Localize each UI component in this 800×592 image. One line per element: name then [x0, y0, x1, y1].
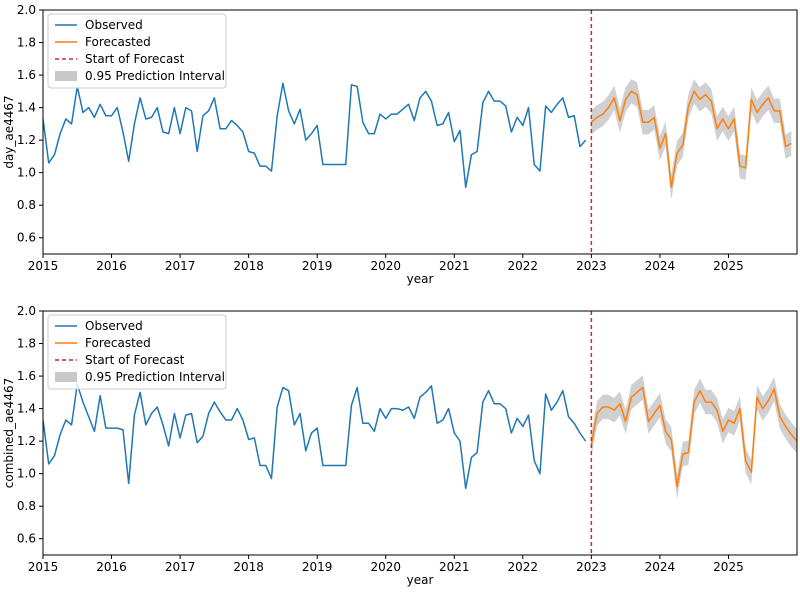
x-tick-label: 2016 [96, 560, 127, 574]
x-axis-label: year [407, 573, 434, 587]
x-tick-label: 2017 [165, 259, 196, 273]
y-tick-label: 1.4 [17, 402, 36, 416]
x-tick-label: 2020 [370, 259, 401, 273]
combined-forecast-chart: 0.6 0.8 1.0 1.2 1.4 1.6 1.8 2.0 2015 2016 2017 2018… [2, 304, 798, 587]
plot-area [43, 375, 797, 499]
forecast-series-line [590, 90, 792, 189]
x-tick-label: 2023 [576, 560, 607, 574]
forecast-series-line [590, 386, 797, 488]
observed-series-line [43, 82, 587, 189]
y-tick-label: 1.0 [17, 467, 36, 481]
legend-label-prediction-interval: 0.95 Prediction Interval [85, 370, 225, 384]
legend-swatch-prediction-interval [55, 372, 77, 382]
x-tick-label: 2024 [645, 560, 676, 574]
x-tick-label: 2023 [576, 259, 607, 273]
legend-label-observed: Observed [85, 18, 143, 32]
prediction-interval-band [591, 375, 797, 499]
y-tick-label: 1.6 [17, 68, 36, 82]
y-axis-label: day_ae4467 [2, 95, 16, 168]
x-tick-label: 2025 [713, 259, 744, 273]
observed-series-line [43, 383, 587, 490]
y-tick-label: 0.6 [17, 231, 36, 245]
plot-frame [42, 310, 798, 556]
x-axis-label: year [407, 272, 434, 286]
x-tick-label: 2018 [233, 560, 264, 574]
y-tick-label: 1.2 [17, 434, 36, 448]
x-tick-label: 2021 [439, 259, 470, 273]
y-tick-label: 2.0 [17, 304, 36, 318]
x-tick-label: 2022 [508, 560, 539, 574]
y-tick-label: 1.8 [17, 337, 36, 351]
y-tick-label: 0.6 [17, 532, 36, 546]
legend-label-observed: Observed [85, 319, 143, 333]
legend-label-forecasted: Forecasted [85, 35, 151, 49]
legend-label-start-of-forecast: Start of Forecast [85, 353, 185, 367]
x-tick-label: 2020 [370, 560, 401, 574]
x-tick-label: 2019 [302, 259, 333, 273]
x-tick-label: 2017 [165, 560, 196, 574]
plot-frame [42, 9, 798, 255]
x-tick-label: 2018 [233, 259, 264, 273]
x-tick-label: 2022 [508, 259, 539, 273]
y-tick-label: 0.8 [17, 198, 36, 212]
legend: Observed Forecasted Start of Forecast 0.95 … [47, 13, 227, 89]
x-tick-label: 2025 [713, 560, 744, 574]
prediction-interval-band [591, 79, 792, 200]
legend-label-forecasted: Forecasted [85, 336, 151, 350]
legend-box [47, 314, 227, 390]
y-tick-label: 1.6 [17, 369, 36, 383]
legend: Observed Forecasted Start of Forecast 0.95 … [47, 314, 227, 390]
y-tick-label: 1.0 [17, 166, 36, 180]
plot-area [43, 79, 792, 200]
y-tick-label: 2.0 [17, 3, 36, 17]
x-tick-label: 2021 [439, 560, 470, 574]
x-tick-label: 2024 [645, 259, 676, 273]
legend-label-start-of-forecast: Start of Forecast [85, 52, 185, 66]
y-tick-label: 0.8 [17, 499, 36, 513]
y-tick-label: 1.8 [17, 36, 36, 50]
x-tick-label: 2016 [96, 259, 127, 273]
legend-box [47, 13, 227, 89]
legend-label-prediction-interval: 0.95 Prediction Interval [85, 69, 225, 83]
x-tick-label: 2015 [28, 560, 59, 574]
legend-swatch-prediction-interval [55, 71, 77, 81]
x-tick-label: 2019 [302, 560, 333, 574]
day-forecast-chart: 0.6 0.8 1.0 1.2 1.4 1.6 1.8 2.0 2015 2016 2017 2018… [2, 3, 798, 286]
y-tick-label: 1.2 [17, 133, 36, 147]
x-tick-label: 2015 [28, 259, 59, 273]
y-tick-label: 1.4 [17, 101, 36, 115]
y-axis-label: combined_ae4467 [2, 378, 16, 488]
